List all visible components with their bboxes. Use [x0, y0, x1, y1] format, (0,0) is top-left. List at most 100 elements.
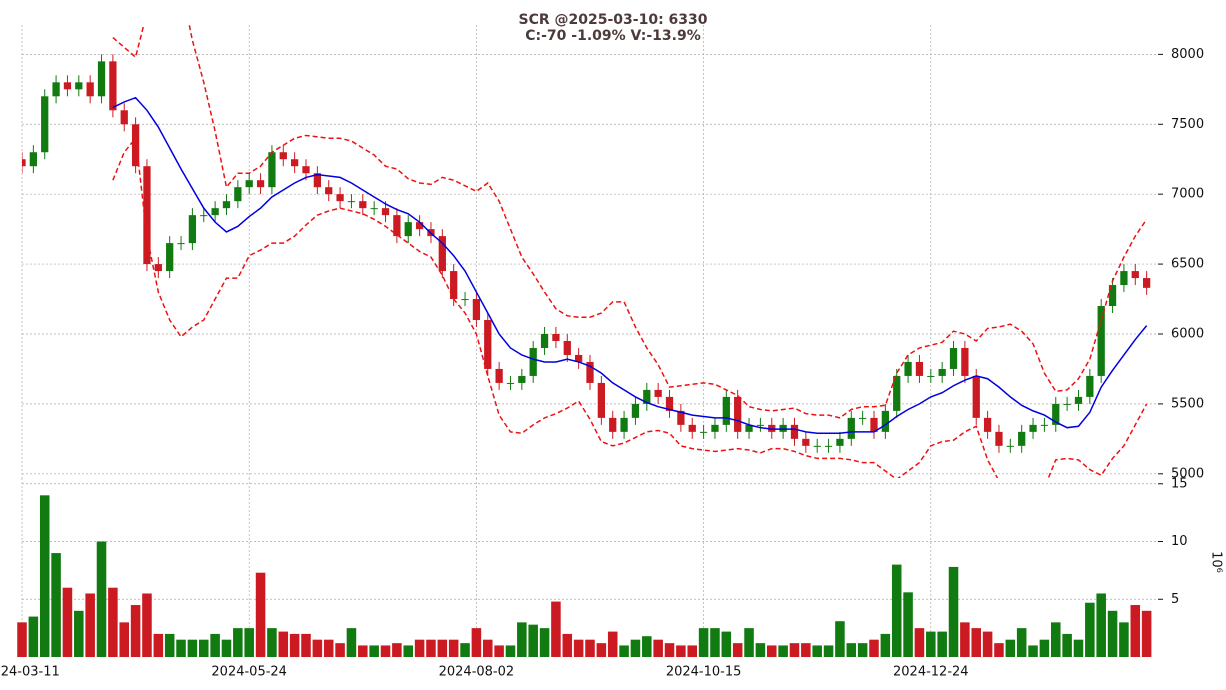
candle-body: [529, 347, 537, 376]
volume-bar: [835, 621, 845, 657]
y-tick-label: 8000: [1171, 47, 1204, 62]
volume-bar: [664, 643, 675, 657]
volume-bar: [710, 628, 720, 657]
x-tick-label: 2024-05-24: [211, 665, 287, 680]
volume-bar: [323, 639, 334, 657]
candle-body: [438, 236, 446, 272]
candle-body: [347, 201, 356, 203]
volume-bar: [573, 639, 584, 657]
candle-body: [1086, 375, 1094, 397]
volume-bar: [1130, 605, 1141, 657]
volume-bar: [642, 636, 652, 657]
candle-body: [734, 396, 742, 432]
volume-bar: [789, 643, 800, 657]
candle-body: [893, 375, 901, 411]
volume-bar: [914, 628, 925, 657]
volume-bar: [187, 639, 198, 657]
candle-body: [359, 201, 367, 209]
volume-bar: [755, 643, 766, 657]
volume-bar: [380, 645, 391, 657]
candle-body: [847, 417, 855, 439]
volume-bar: [1107, 610, 1118, 657]
volume-bar: [823, 645, 834, 657]
candle-body: [495, 368, 503, 383]
volume-bar: [1062, 633, 1072, 657]
volume-bar: [869, 639, 879, 657]
candle-body: [813, 445, 821, 447]
candle-body: [256, 180, 265, 188]
candle-body: [188, 215, 197, 244]
volume-bar: [312, 639, 323, 657]
volume-bar: [1028, 645, 1038, 657]
candle-body: [370, 208, 378, 210]
volume-bar: [358, 645, 368, 657]
candle-body: [302, 166, 310, 174]
candle-body: [756, 424, 765, 426]
lower-band-line: [112, 136, 1148, 478]
volume-bar: [539, 628, 550, 657]
volume-bar: [85, 593, 95, 657]
volume-bar: [801, 643, 811, 657]
candle-body: [245, 180, 253, 188]
volume-bar: [619, 645, 629, 657]
volume-bar: [880, 633, 891, 657]
candle-body: [75, 82, 83, 90]
candle-body: [552, 333, 560, 341]
candle-body: [393, 215, 401, 237]
volume-bar: [267, 628, 277, 657]
candle-body: [1143, 278, 1151, 288]
volume-bar: [687, 645, 698, 657]
candle-body: [506, 382, 515, 384]
candle-body: [563, 340, 571, 355]
y-tick-label: 5500: [1171, 396, 1204, 411]
candle-body: [518, 375, 526, 383]
volume-bar: [414, 639, 425, 657]
candle-body: [154, 264, 162, 272]
volume-axis-label: 10⁶: [1209, 551, 1224, 573]
candle-body: [1074, 396, 1083, 404]
volume-bar: [1050, 622, 1061, 657]
volume-bar: [426, 639, 436, 657]
volume-bar: [948, 566, 959, 657]
candle-body: [927, 375, 935, 377]
candle-body: [904, 361, 912, 376]
y-tick-label: 10: [1171, 534, 1188, 549]
volume-bar: [1039, 639, 1050, 657]
candle-body: [949, 347, 958, 369]
candle-body: [995, 431, 1003, 446]
volume-bar: [937, 631, 947, 657]
grid: [21, 25, 1158, 657]
candle-body: [484, 320, 492, 369]
candle-body: [1040, 424, 1049, 426]
volume-panel: [17, 495, 1152, 657]
upper-band-line: [112, 25, 1148, 419]
volume-bar: [221, 639, 232, 657]
volume-bar: [812, 645, 822, 657]
candle-body: [1029, 424, 1037, 432]
candle-body: [415, 222, 424, 230]
candle-body: [688, 424, 696, 432]
candle-body: [336, 194, 344, 202]
volume-bar: [130, 605, 141, 657]
candle-body: [97, 61, 106, 97]
x-tick-label: 2024-03-11: [0, 665, 60, 680]
volume-bar: [369, 645, 379, 657]
candle-body: [200, 215, 208, 217]
volume-bar: [505, 645, 516, 657]
y-tick-label: 7500: [1171, 117, 1204, 132]
volume-bar: [551, 601, 561, 657]
volume-bar: [721, 631, 732, 657]
y-tick-label: 5: [1171, 592, 1179, 607]
volume-bar: [142, 593, 152, 657]
candle-body: [450, 271, 458, 300]
volume-bar: [278, 631, 289, 657]
candle-body: [620, 417, 628, 432]
volume-bar: [607, 631, 618, 657]
axis-labels: 2024-03-11 2024-05-24 2024-08-02 2024-10-15…: [0, 47, 1204, 680]
volume-bar: [903, 592, 913, 657]
volume-bar: [494, 645, 504, 657]
volume-bar: [74, 610, 84, 657]
candle-body: [1006, 445, 1014, 447]
candle-body: [1052, 403, 1060, 425]
price-panel: [22, 25, 1151, 478]
